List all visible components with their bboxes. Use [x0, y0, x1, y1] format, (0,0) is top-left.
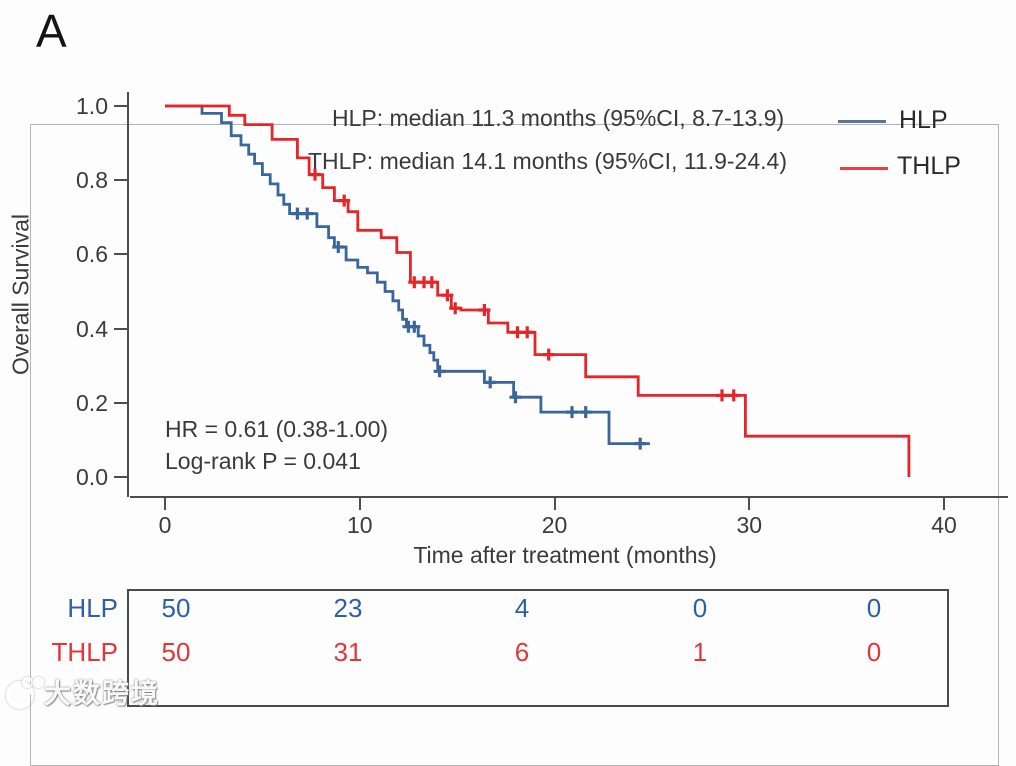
risk-value: 31	[333, 637, 363, 667]
censor-mark-thlp	[478, 304, 491, 316]
censor-mark-hlp	[332, 241, 345, 253]
censor-mark-hlp	[433, 365, 446, 378]
censor-mark-thlp	[727, 389, 740, 402]
x-tick-label: 30	[736, 512, 763, 538]
legend-label-hlp: HLP	[899, 106, 948, 134]
x-tick	[553, 498, 556, 510]
annotation-logrank-p: Log-rank P = 0.041	[165, 448, 361, 474]
x-tick	[748, 498, 751, 510]
y-tick	[114, 105, 128, 107]
censor-mark-hlp	[579, 406, 592, 419]
risk-row-label-hlp: HLP	[67, 593, 118, 623]
y-tick-label: 0.4	[76, 315, 108, 342]
risk-value: 50	[161, 593, 191, 623]
y-tick-label: 1.0	[76, 93, 108, 119]
x-tick	[358, 498, 361, 510]
risk-value: 23	[333, 593, 363, 623]
censor-mark-hlp	[408, 320, 421, 333]
censor-mark-thlp	[425, 276, 438, 289]
censor-mark-thlp	[542, 348, 555, 361]
risk-row-label-thlp: THLP	[51, 637, 118, 667]
censor-mark-thlp	[338, 194, 351, 207]
y-tick-label: 0.6	[76, 241, 108, 268]
watermark-logo-icon	[0, 674, 44, 715]
censor-mark-thlp	[441, 289, 454, 302]
watermark: 大数跨境	[0, 672, 160, 715]
km-curve-thlp	[165, 104, 911, 477]
risk-value: 0	[866, 593, 882, 623]
annotation-median-hlp: HLP: median 11.3 months (95%CI, 8.7-13.9…	[332, 105, 785, 131]
survival-curves	[165, 104, 911, 477]
annotation-hazard-ratio: HR = 0.61 (0.38-1.00)	[165, 416, 389, 442]
x-tick	[943, 498, 945, 510]
y-tick	[114, 327, 128, 330]
y-tick-label: 0.8	[76, 167, 108, 194]
censor-mark-hlp	[566, 406, 578, 419]
panel-label: A	[36, 5, 67, 57]
x-axis-title: Time after treatment (months)	[413, 542, 717, 568]
y-tick	[114, 179, 128, 182]
km-curve-hlp	[165, 104, 650, 445]
censor-mark-hlp	[634, 437, 647, 450]
censor-mark-hlp	[484, 376, 497, 389]
x-axis-line	[130, 496, 1008, 498]
y-tick	[114, 476, 128, 478]
y-tick	[114, 401, 128, 404]
censor-mark-thlp	[521, 326, 534, 339]
risk-value: 1	[692, 637, 708, 667]
x-tick-label: 0	[158, 512, 172, 538]
x-tick-label: 10	[346, 512, 373, 538]
y-tick	[114, 253, 128, 256]
censor-mark-hlp	[509, 391, 522, 404]
legend-line-hlp	[838, 120, 886, 123]
x-tick-label: 40	[931, 512, 957, 538]
y-axis-line	[127, 92, 129, 497]
km-figure: { "panel_label": "A", "watermark": { "te…	[0, 5, 1008, 766]
annotation-median-thlp: THLP: median 14.1 months (95%CI, 11.9-24…	[308, 148, 787, 174]
censor-mark-thlp	[449, 302, 462, 315]
y-tick-label: 0.2	[76, 389, 108, 416]
legend-line-thlp	[840, 167, 888, 170]
watermark-text: 大数跨境	[44, 679, 160, 709]
x-tick	[164, 498, 166, 510]
risk-value: 4	[514, 593, 530, 623]
censor-mark-hlp	[301, 207, 314, 220]
censor-mark-thlp	[716, 389, 728, 402]
risk-table-box	[127, 589, 949, 707]
risk-value: 6	[514, 637, 530, 667]
censor-mark-thlp	[309, 168, 321, 181]
x-tick-label: 20	[541, 512, 568, 538]
risk-value: 0	[866, 637, 882, 667]
legend-label-thlp: THLP	[897, 152, 961, 180]
risk-value: 50	[161, 637, 191, 667]
risk-value: 0	[692, 593, 708, 623]
y-tick-label: 0.0	[76, 464, 108, 490]
